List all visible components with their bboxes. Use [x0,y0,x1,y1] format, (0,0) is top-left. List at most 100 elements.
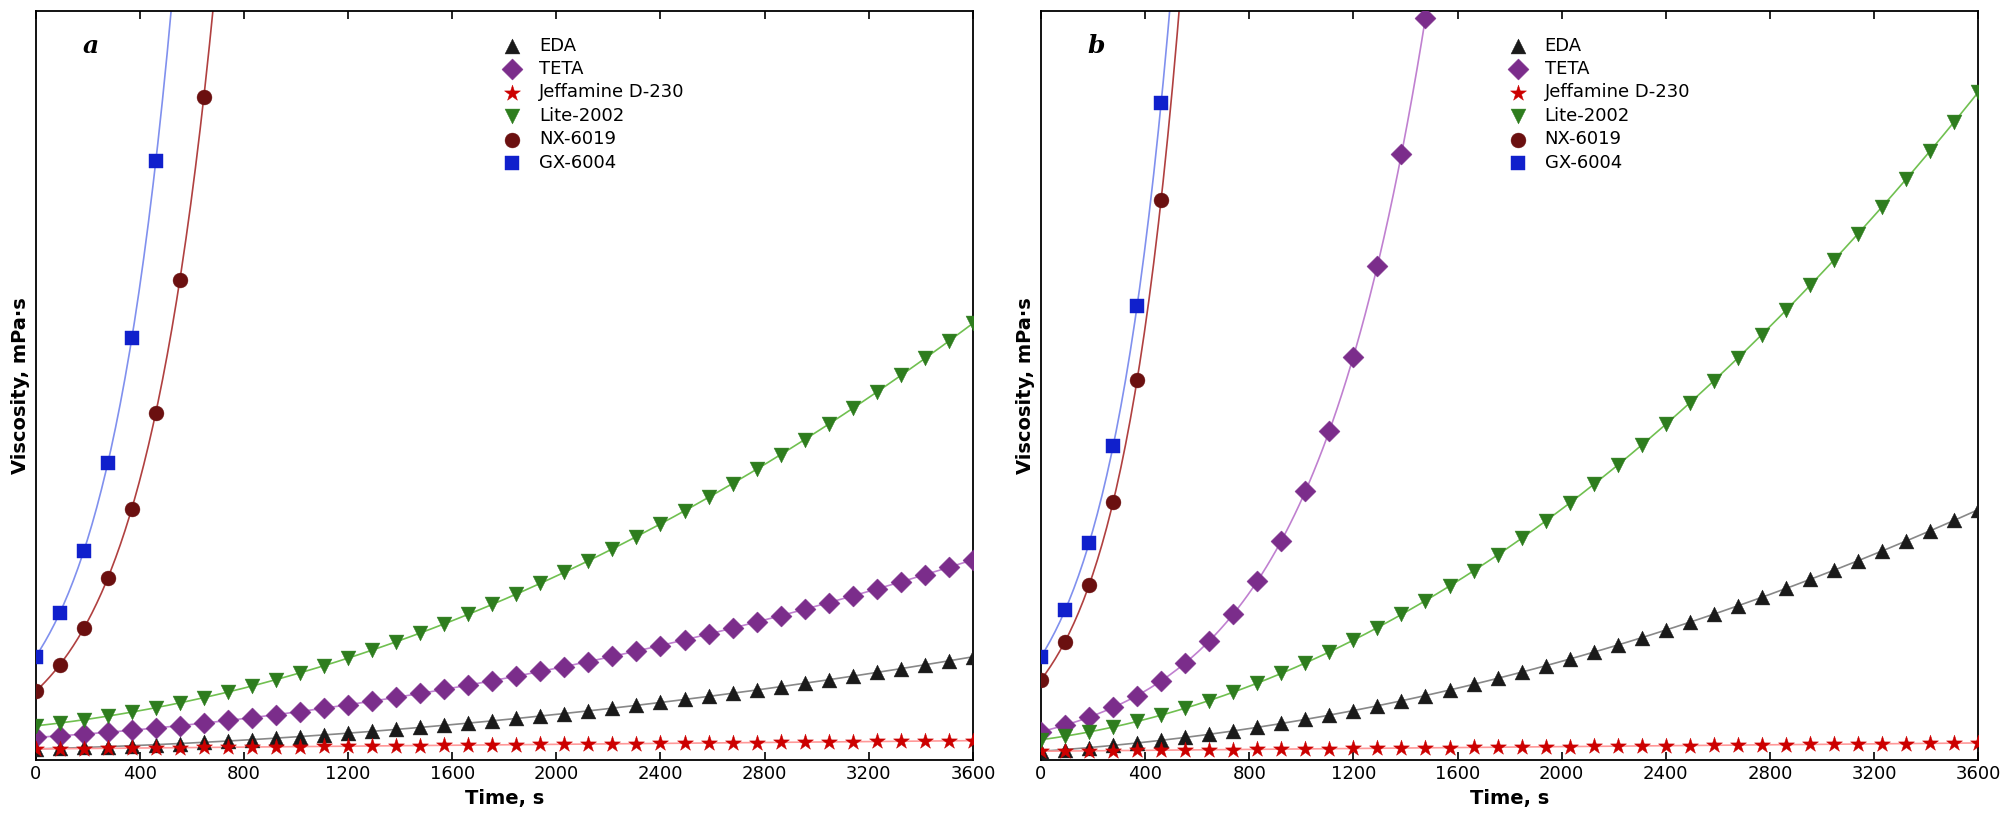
Jeffamine D-230 [1938,736,1970,749]
Lite-2002 [958,317,990,330]
Lite-2002 [547,566,579,579]
TETA [789,603,821,616]
TETA [1121,689,1153,702]
EDA [596,702,628,715]
EDA [404,721,437,734]
Lite-2002 [1290,657,1322,670]
Lite-2002 [909,352,942,365]
TETA [380,691,412,704]
EDA [861,666,893,679]
Lite-2002 [1386,608,1418,621]
TETA [501,670,533,683]
GX-6004 [44,607,76,620]
EDA [1408,689,1441,702]
Jeffamine D-230 [644,737,676,750]
Jeffamine D-230 [1962,736,1994,749]
Lite-2002 [1024,733,1056,746]
Lite-2002 [139,701,171,714]
EDA [1505,666,1537,679]
Jeffamine D-230 [885,735,917,748]
EDA [1217,724,1249,737]
Jeffamine D-230 [1698,739,1730,752]
Lite-2002 [1962,86,1994,99]
EDA [1602,639,1634,652]
GX-6004 [68,545,101,558]
TETA [1241,575,1274,588]
Lite-2002 [1169,702,1201,715]
Lite-2002 [1193,694,1225,707]
TETA [1386,147,1418,161]
Jeffamine D-230 [68,742,101,755]
Jeffamine D-230 [1457,741,1489,754]
Jeffamine D-230 [429,739,461,752]
Jeffamine D-230 [861,735,893,748]
EDA [1048,743,1080,756]
TETA [1097,701,1129,714]
TETA [620,645,652,658]
Jeffamine D-230 [20,742,52,755]
Jeffamine D-230 [789,735,821,749]
EDA [1771,582,1803,595]
Jeffamine D-230 [1746,738,1779,751]
Lite-2002 [356,644,388,657]
Jeffamine D-230 [620,737,652,750]
Jeffamine D-230 [1889,737,1921,750]
Jeffamine D-230 [1433,741,1465,754]
EDA [1241,721,1274,734]
Jeffamine D-230 [308,740,340,753]
NX-6019 [1024,673,1056,686]
Jeffamine D-230 [332,740,364,753]
TETA [547,660,579,673]
EDA [260,731,292,744]
TETA [429,683,461,696]
EDA [525,709,557,722]
Lite-2002 [1408,594,1441,607]
Lite-2002 [501,587,533,600]
EDA [1338,704,1370,717]
EDA [1457,678,1489,691]
EDA [235,733,268,746]
EDA [380,723,412,736]
Lite-2002 [1314,645,1346,658]
Jeffamine D-230 [1314,742,1346,755]
EDA [1938,514,1970,527]
TETA [934,561,966,574]
Jeffamine D-230 [1577,740,1610,753]
TETA [284,705,316,718]
Jeffamine D-230 [1819,738,1851,751]
Jeffamine D-230 [1626,740,1658,753]
EDA [139,738,171,751]
TETA [909,568,942,581]
Jeffamine D-230 [547,738,579,751]
Jeffamine D-230 [1386,741,1418,754]
Lite-2002 [1529,514,1561,527]
Jeffamine D-230 [1193,743,1225,756]
Lite-2002 [861,386,893,399]
EDA [1193,728,1225,741]
GX-6004 [1072,536,1105,550]
Lite-2002 [211,686,243,699]
EDA [1913,524,1946,537]
Jeffamine D-230 [1795,738,1827,751]
NX-6019 [1145,193,1177,206]
TETA [1338,350,1370,363]
Lite-2002 [1819,253,1851,266]
TETA [861,582,893,595]
TETA [668,633,700,646]
Jeffamine D-230 [453,739,485,752]
TETA [211,714,243,727]
Lite-2002 [332,652,364,665]
Text: a: a [82,34,99,57]
GX-6004 [1145,97,1177,110]
Jeffamine D-230 [356,740,388,753]
TETA [1048,718,1080,731]
Lite-2002 [1913,144,1946,157]
Jeffamine D-230 [1169,744,1201,757]
TETA [716,622,748,635]
EDA [1290,713,1322,726]
TETA [1024,725,1056,738]
EDA [837,670,869,683]
Lite-2002 [284,667,316,680]
Lite-2002 [453,608,485,621]
Jeffamine D-230 [1266,743,1298,756]
